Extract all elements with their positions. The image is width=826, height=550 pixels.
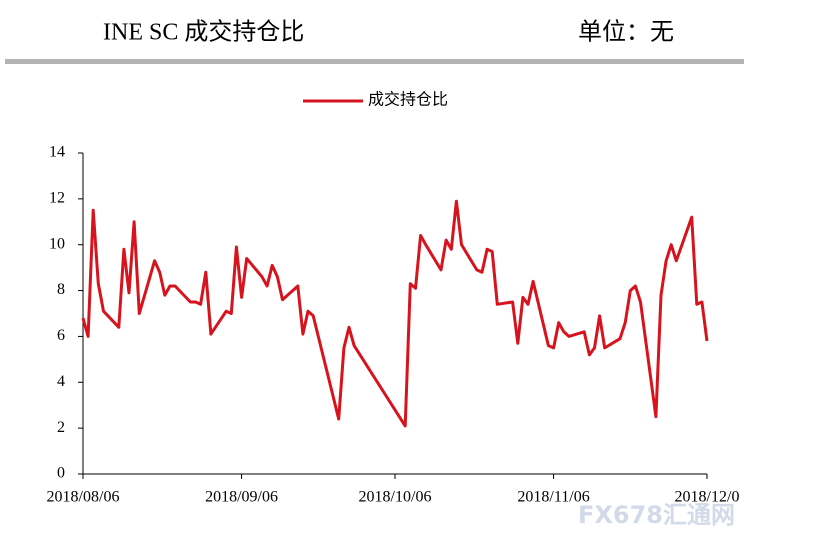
watermark: FX678汇通网 [578,501,735,529]
y-tick-label: 12 [49,190,65,207]
y-tick-label: 14 [49,144,65,161]
y-tick-label: 6 [57,327,65,344]
x-tick-label: 2018/09/06 [205,489,278,506]
x-tick-label: 2018/10/06 [359,489,432,506]
x-tick-label: 2018/08/06 [47,489,120,506]
data-line [81,199,709,428]
x-tick-label: 2018/11/06 [517,489,589,506]
y-tick-label: 4 [57,373,65,390]
x-tick-label: 2018/12/0 [675,489,740,506]
y-tick-label: 8 [57,281,65,298]
unit-label: 单位：无 [578,19,674,46]
legend-label: 成交持仓比 [368,91,448,109]
y-tick-label: 2 [57,419,65,436]
y-tick-label: 0 [57,465,65,482]
y-tick-label: 10 [49,235,65,252]
page-title: INE SC 成交持仓比 [103,19,304,46]
header-rule [5,59,744,64]
